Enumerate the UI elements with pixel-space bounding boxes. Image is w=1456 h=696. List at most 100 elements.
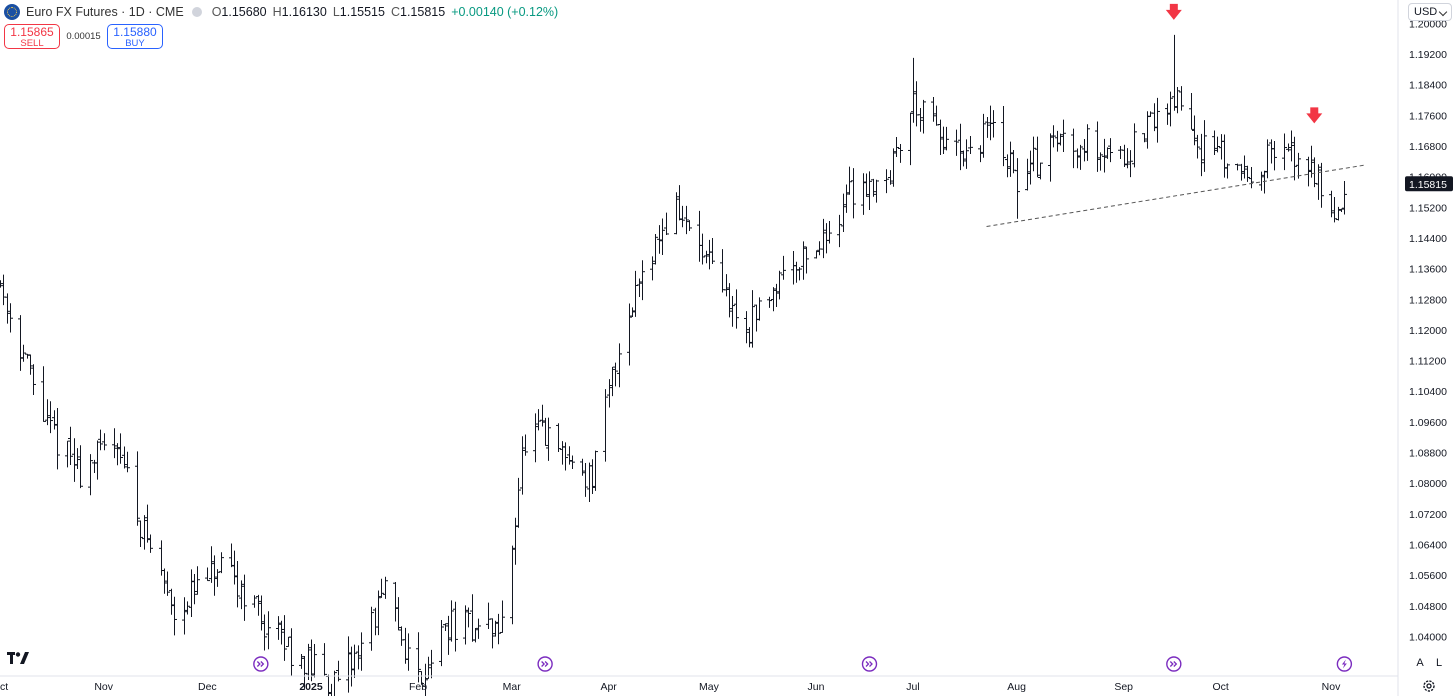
ohlc-bar — [827, 221, 832, 244]
ohlc-bar — [894, 136, 899, 157]
ohlc-bar — [560, 441, 565, 465]
ohlc-bar — [523, 434, 528, 456]
event-marker-glyph — [865, 661, 873, 667]
price-tick-label: 1.07200 — [1409, 509, 1447, 521]
open-value: 1.15680 — [221, 5, 267, 19]
ohlc-bar — [426, 656, 431, 680]
lightning-icon[interactable] — [1336, 656, 1353, 672]
buy-label: BUY — [125, 38, 145, 49]
ohlc-bar — [1172, 34, 1177, 111]
ohlc-bar — [212, 555, 217, 596]
ohlc-bar — [169, 588, 174, 615]
ohlc-bar — [556, 423, 561, 453]
ohlc-bar — [968, 135, 973, 154]
ohlc-bar — [102, 433, 107, 451]
price-tick-label: 1.10400 — [1409, 386, 1447, 398]
ohlc-bar — [814, 250, 819, 259]
ohlc-bar — [1296, 152, 1301, 179]
ohlc-bar — [383, 576, 388, 599]
event-marker-glyph — [256, 661, 265, 667]
event-marker-ring — [861, 656, 878, 672]
ohlc-bar — [1222, 134, 1227, 178]
ohlc-bar — [118, 433, 123, 464]
ohlc-bar — [908, 112, 913, 166]
ohlc-bar — [590, 459, 595, 495]
ohlc-bar — [921, 99, 926, 134]
ohlc-bar — [674, 192, 679, 235]
buy-price: 1.15880 — [113, 25, 157, 39]
ohlc-bar — [583, 462, 588, 497]
ohlc-bar — [289, 628, 294, 676]
event-marker-ring — [1166, 656, 1182, 672]
ohlc-bar — [393, 582, 398, 622]
auto-scale-button[interactable]: A — [1416, 657, 1424, 669]
ohlc-bar — [115, 443, 120, 466]
price-tick-label: 1.11200 — [1409, 356, 1446, 368]
ohlc-bar — [1329, 190, 1334, 218]
buy-button[interactable]: 1.15880 BUY — [107, 24, 163, 49]
ohlc-bar — [630, 307, 635, 317]
ohlc-bar — [45, 399, 50, 426]
event-marker-icon[interactable] — [253, 656, 269, 672]
log-scale-button[interactable]: L — [1435, 657, 1443, 669]
ohlc-bar — [660, 218, 665, 256]
ohlc-bar — [232, 550, 237, 585]
tradingview-logo-icon[interactable] — [7, 651, 29, 669]
ohlc-bar — [1282, 133, 1287, 171]
ohlc-bar — [416, 632, 421, 683]
ohlc-bar — [801, 241, 806, 280]
event-marker-icon[interactable] — [537, 656, 553, 672]
ohlc-bar — [493, 620, 498, 637]
ohlc-bar — [1145, 111, 1150, 149]
ohlc-bar — [1015, 158, 1020, 219]
ohlc-bar — [1105, 147, 1110, 159]
ohlc-bar — [1085, 124, 1090, 161]
price-tick-label: 1.19200 — [1409, 49, 1447, 61]
ohlc-bar — [767, 296, 772, 308]
time-tick-label: Aug — [1007, 681, 1026, 693]
sell-button[interactable]: 1.15865 SELL — [4, 24, 60, 49]
ohlc-bar — [516, 477, 521, 528]
ohlc-bar — [262, 614, 267, 651]
ohlc-bar — [750, 290, 755, 348]
gear-icon[interactable] — [1421, 678, 1437, 694]
ohlc-bar — [754, 304, 759, 332]
ohlc-bar — [864, 173, 869, 197]
ohlc-bar — [543, 417, 548, 446]
ohlc-bar — [406, 633, 411, 671]
ohlc-bar — [359, 632, 364, 671]
ohlc-bar — [510, 545, 515, 625]
close-label: C — [390, 5, 400, 19]
ohlc-bar — [92, 459, 97, 473]
high-value: 1.16130 — [281, 5, 327, 19]
chevron-down-icon — [1438, 7, 1448, 17]
last-price-badge-label: 1.15815 — [1409, 179, 1447, 191]
ohlc-bar — [286, 636, 291, 647]
event-marker-icon[interactable] — [1166, 656, 1182, 672]
ohlc-bar — [888, 170, 893, 185]
ohlc-bar — [1225, 163, 1230, 179]
time-tick-label: Oct — [0, 681, 8, 693]
ohlc-bar — [88, 454, 93, 496]
ohlc-bar — [991, 110, 996, 138]
ohlc-bar — [781, 255, 786, 280]
ohlc-bar — [299, 653, 304, 669]
ohlc-bar — [145, 504, 150, 543]
ohlc-bar — [1142, 133, 1147, 143]
arrow-down-icon — [1165, 3, 1182, 20]
ohlc-bar — [266, 611, 271, 650]
ohlc-bar — [229, 543, 234, 568]
ohlc-bar — [633, 270, 638, 317]
currency-select[interactable]: USD — [1408, 3, 1452, 21]
arrow-down-icon — [1306, 107, 1323, 124]
event-marker-icon[interactable] — [861, 656, 878, 672]
ohlc-bar — [613, 362, 618, 387]
ohlc-bar — [777, 270, 782, 300]
ohlc-bar — [1071, 128, 1076, 169]
ohlc-bar — [710, 237, 715, 264]
ohlc-bar — [403, 627, 408, 664]
trendline[interactable] — [986, 164, 1365, 227]
ohlc-bar — [1165, 103, 1170, 125]
symbol-title[interactable]: Euro FX Futures · 1D · CME — [26, 5, 184, 19]
